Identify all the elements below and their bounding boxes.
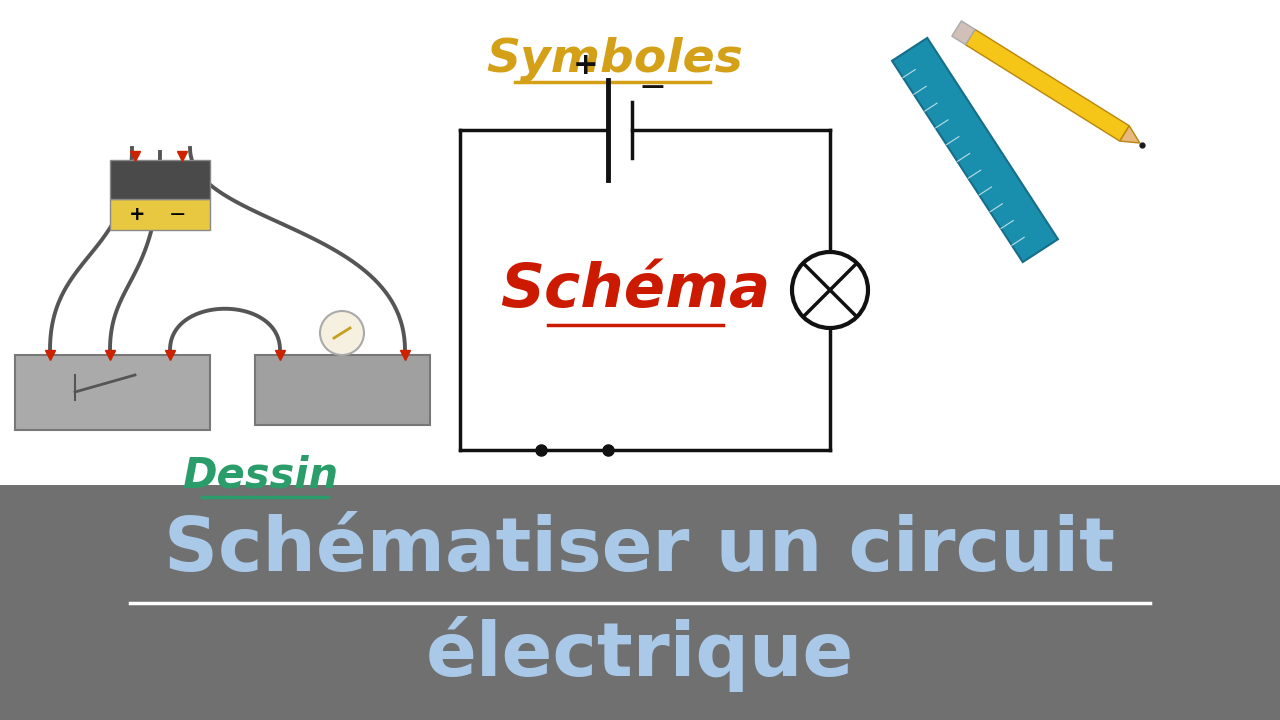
Text: électrique: électrique: [426, 616, 854, 692]
Polygon shape: [1120, 126, 1139, 143]
Text: Schéma: Schéma: [500, 261, 771, 320]
Text: Symboles: Symboles: [486, 37, 744, 83]
Bar: [15, 355, 210, 430]
Bar: [110, 160, 210, 199]
Text: +: +: [573, 50, 599, 79]
Polygon shape: [952, 21, 975, 45]
Polygon shape: [892, 38, 1059, 262]
Circle shape: [320, 311, 364, 355]
Text: +: +: [129, 205, 145, 224]
Polygon shape: [965, 30, 1129, 141]
Bar: [0, 485, 1280, 720]
Text: −: −: [169, 204, 187, 225]
Bar: [255, 355, 430, 425]
Text: Dessin: Dessin: [182, 454, 338, 496]
Text: −: −: [637, 71, 666, 104]
Text: Schématiser un circuit: Schématiser un circuit: [165, 514, 1115, 588]
Bar: [110, 199, 210, 230]
